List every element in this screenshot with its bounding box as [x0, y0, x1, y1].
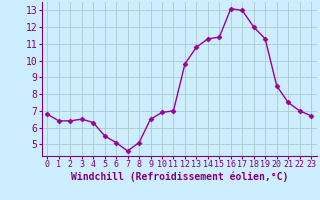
X-axis label: Windchill (Refroidissement éolien,°C): Windchill (Refroidissement éolien,°C) [70, 172, 288, 182]
